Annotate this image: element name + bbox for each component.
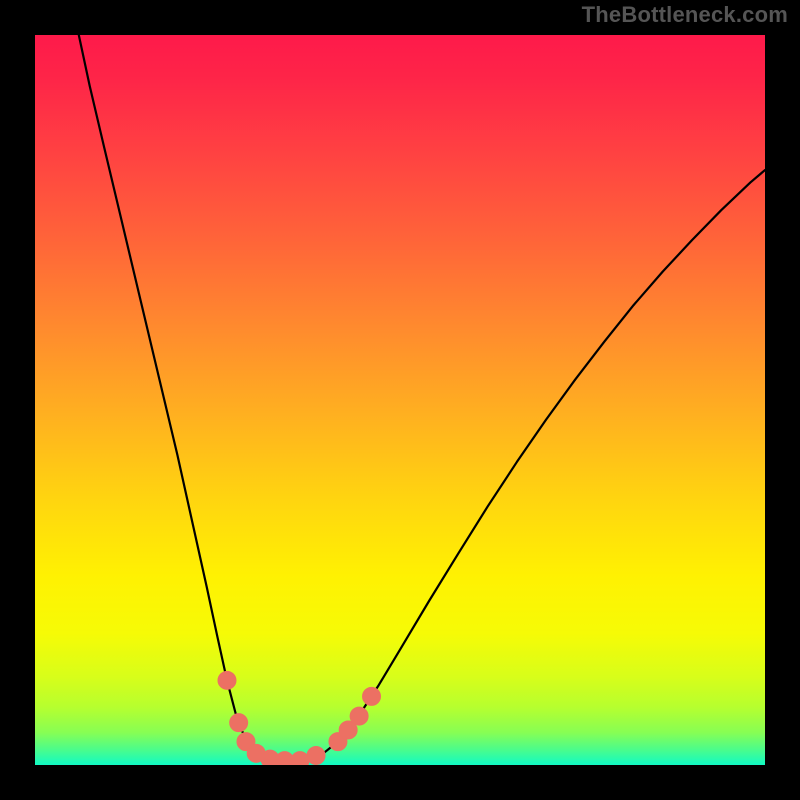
curve-marker — [307, 747, 325, 765]
curve-marker — [363, 687, 381, 705]
chart-background — [35, 35, 765, 765]
curve-marker — [350, 707, 368, 725]
chart-frame: TheBottleneck.com — [0, 0, 800, 800]
curve-marker — [230, 714, 248, 732]
watermark-text: TheBottleneck.com — [582, 2, 788, 28]
bottleneck-chart — [0, 0, 800, 800]
curve-marker — [218, 671, 236, 689]
